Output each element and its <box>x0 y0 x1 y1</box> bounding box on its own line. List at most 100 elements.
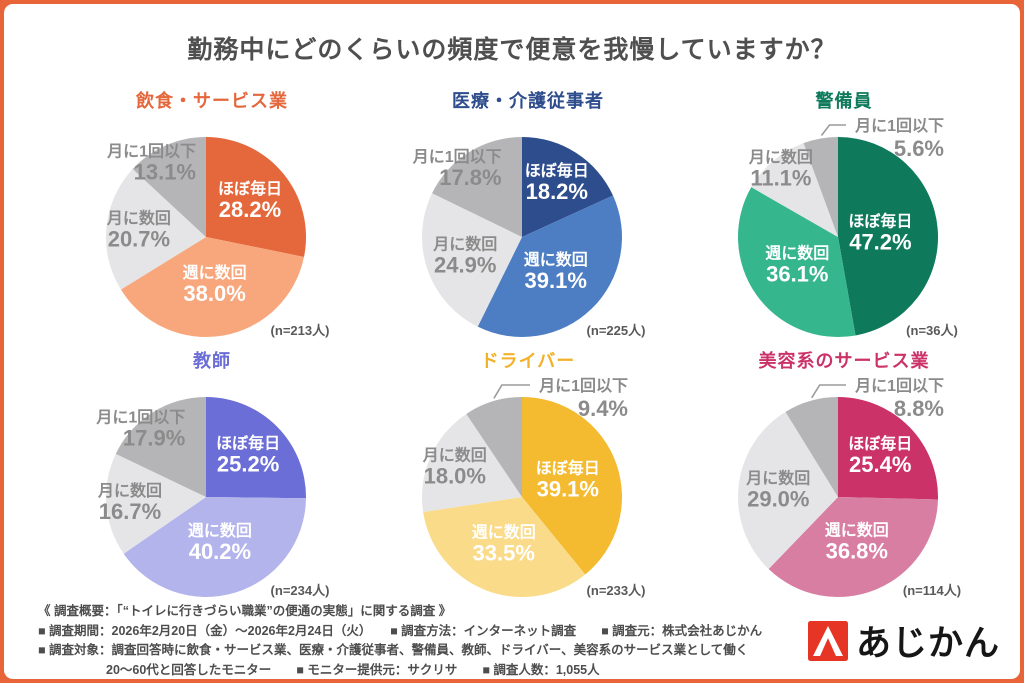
slice-label-name: 週に数回 <box>765 244 829 263</box>
slice-label-name: ほぼ毎日 <box>848 211 912 230</box>
pie-slice-0 <box>206 137 307 257</box>
survey-target-line: ■ 調査対象：調査回答時に飲食・サービス業、医療・介護従事者、警備員、教師、ドラ… <box>38 643 749 657</box>
chart-n-label: (n=114人) <box>903 583 961 598</box>
chart-n-label: (n=234人) <box>271 583 330 598</box>
slice-label-name: 月に1回以下 <box>412 148 502 166</box>
slice-label-name: ほぼ毎日 <box>848 434 912 453</box>
pie-slice-0 <box>522 397 623 575</box>
slice-label-name: 月に数回 <box>422 445 487 464</box>
slice-label-name: 月に1回以下 <box>95 408 185 426</box>
company-logo: あじかん <box>807 615 1000 666</box>
slice-label-name: 週に数回 <box>472 523 536 542</box>
chart-n-label: (n=233人) <box>587 583 646 598</box>
slice-label-pct: 28.2% <box>219 197 281 222</box>
slice-label-pct: 39.1% <box>537 477 599 502</box>
pie-slice-2 <box>422 193 522 327</box>
slice-label-pct: 39.1% <box>525 268 587 293</box>
slice-label-pct: 47.2% <box>849 229 911 254</box>
slice-label-pct: 20.7% <box>108 226 170 251</box>
chart-title: 医療・介護従事者 <box>452 91 604 111</box>
slice-label-pct: 33.5% <box>473 541 535 566</box>
chart-n-label: (n=36人) <box>906 323 958 338</box>
slice-label-pct: 18.0% <box>424 463 486 488</box>
slice-label-pct: 17.8% <box>439 165 501 190</box>
chart-title: 飲食・サービス業 <box>136 91 288 111</box>
main-title: 勤務中にどのくらいの頻度で便意を我慢していますか？ <box>187 36 837 64</box>
slice-label-pct: 40.2% <box>189 539 251 564</box>
pie-slice-1 <box>423 497 586 598</box>
survey-overview: 《 調査概要：「“トイレに行きづらい職業”の便通の実態」に関する調査 》 ■ 調… <box>38 602 848 679</box>
survey-overview-line: 《 調査概要：「“トイレに行きづらい職業”の便通の実態」に関する調査 》 <box>38 604 452 618</box>
chart-title: 美容系のサービス業 <box>758 351 930 371</box>
callout-leader-line <box>820 124 846 136</box>
pie-slice-1 <box>768 497 938 598</box>
pie-slice-2 <box>421 413 522 513</box>
slice-label-pct: 24.9% <box>434 252 496 277</box>
pie-slice-1 <box>477 195 622 337</box>
slice-label-pct: 36.1% <box>766 262 828 287</box>
slice-label-pct: 11.1% <box>750 165 811 190</box>
slice-label-name: 月に1回以下 <box>106 143 196 161</box>
chart-cell: ドライバー ほぼ毎日 39.1% 週に数回 33.5% 月に数回 18.0% 月に1回以下 9.… <box>372 350 684 602</box>
pie-slice-1 <box>123 497 306 597</box>
slice-label-pct: 25.2% <box>217 452 279 477</box>
pie-slice-2 <box>751 143 838 237</box>
charts-grid: 飲食・サービス業 ほぼ毎日 28.2% 週に数回 38.0% 月に数回 20.7% 月に1回以… <box>56 90 1020 602</box>
pie-slice-3 <box>785 397 838 497</box>
slice-label-name: ほぼ毎日 <box>525 161 589 180</box>
pie-slice-2 <box>105 169 206 290</box>
pie-slice-1 <box>737 187 856 338</box>
ajikan-logo-icon <box>807 620 848 661</box>
pie-slice-3 <box>803 137 838 237</box>
pie-slice-3 <box>466 397 522 497</box>
slice-label-pct: 18.2% <box>526 179 588 204</box>
slice-label-pct: 16.7% <box>99 499 161 524</box>
pie-slice-3 <box>115 397 206 497</box>
slice-label-name: 月に数回 <box>432 234 497 253</box>
slice-label-name: 月に数回 <box>745 469 810 488</box>
chart-cell: 飲食・サービス業ほぼ毎日 28.2% 週に数回 38.0% 月に数回 20.7% 月に1回以… <box>56 90 368 342</box>
slice-label-name: 月に数回 <box>106 208 171 227</box>
pie-slice-1 <box>120 237 304 338</box>
slice-label-name: 月に数回 <box>97 481 162 500</box>
slice-label-pct: 9.4% <box>578 396 628 421</box>
pie-slice-0 <box>838 397 939 500</box>
pie-slice-0 <box>206 397 306 499</box>
pie-slice-3 <box>132 137 206 237</box>
ajikan-logo-text: あじかん <box>855 624 1000 663</box>
pie-slice-2 <box>106 453 206 554</box>
slice-label-pct: 38.0% <box>183 281 245 306</box>
slice-label-name: ほぼ毎日 <box>216 434 280 453</box>
chart-title: 教師 <box>193 351 231 371</box>
chart-cell: 警備員 ほぼ毎日 47.2% 週に数回 36.1% 月に数回 11.1% 月に1回以下 5.6%… <box>688 90 1000 342</box>
slice-label-pct: 36.8% <box>826 539 888 564</box>
slice-label-pct: 17.9% <box>123 425 185 450</box>
chart-n-label: (n=213人) <box>271 323 330 338</box>
chart-title: 警備員 <box>815 91 873 111</box>
pie-slice-0 <box>838 137 939 336</box>
slice-label-name: ほぼ毎日 <box>218 179 282 198</box>
pie-slice-0 <box>522 137 614 237</box>
chart-cell: 美容系のサービス業 ほぼ毎日 25.4% 週に数回 36.8% 月に数回 29.0% 月に1回… <box>688 350 1000 602</box>
pie-slice-2 <box>737 411 838 570</box>
slice-label-name: 週に数回 <box>183 263 247 282</box>
callout-leader-line <box>493 384 530 399</box>
chart-n-label: (n=225人) <box>587 323 646 338</box>
slice-label-pct: 29.0% <box>747 487 809 512</box>
chart-cell: 教師ほぼ毎日 25.2% 週に数回 40.2% 月に数回 16.7% 月に1回以下 17.9%… <box>56 350 368 602</box>
pie-slice-3 <box>432 137 522 237</box>
chart-cell: 医療・介護従事者 ほぼ毎日 18.2% 週に数回 39.1% 月に数回 24.9% 月に1回以… <box>372 90 684 342</box>
chart-title: ドライバー <box>480 351 576 371</box>
slice-label-pct: 5.6% <box>894 136 944 161</box>
slice-label-name: 月に数回 <box>748 147 813 166</box>
slice-label-name: 週に数回 <box>188 521 252 540</box>
slice-label-pct: 13.1% <box>134 160 196 185</box>
slice-label-name: 月に1回以下 <box>854 377 944 395</box>
